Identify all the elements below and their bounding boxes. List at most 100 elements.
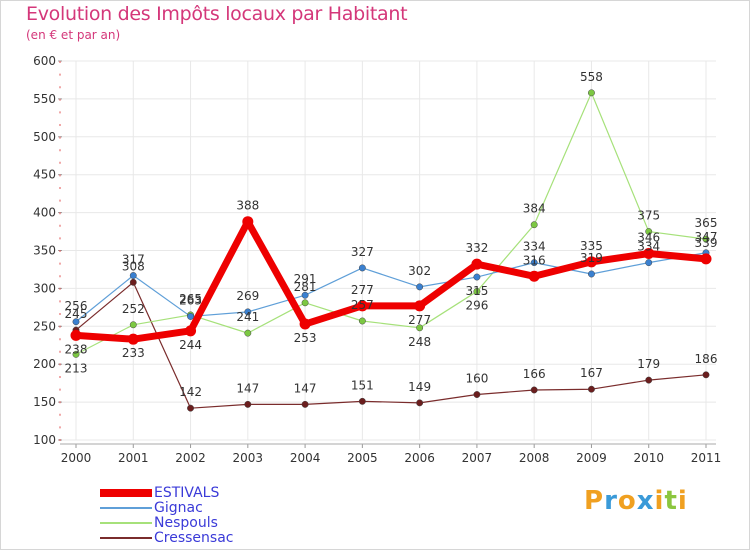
series-line-estivals <box>72 218 710 343</box>
data-point-cressensac <box>473 391 481 398</box>
logo-letter-r: r <box>604 486 618 516</box>
legend-label-nespouls: Nespouls <box>154 515 218 531</box>
data-label-estivals: 244 <box>179 338 202 352</box>
data-point-gignac <box>244 308 252 316</box>
data-point-nespouls <box>588 89 595 97</box>
data-point-cressensac <box>645 376 653 384</box>
y-tick-label: 450 <box>33 168 56 182</box>
data-label-gignac: 317 <box>122 253 145 267</box>
data-label-nespouls: 384 <box>523 202 546 216</box>
legend-item-estivals: ESTIVALS <box>100 485 400 501</box>
y-tick-label: 550 <box>33 92 56 106</box>
data-label-nespouls: 241 <box>236 310 259 324</box>
data-label-gignac: 334 <box>523 240 546 254</box>
x-tick-label: 2000 <box>61 451 92 465</box>
data-label-estivals: 388 <box>236 199 259 213</box>
data-point-estivals <box>70 329 82 341</box>
data-label-nespouls: 252 <box>122 302 145 316</box>
data-label-gignac: 315 <box>465 284 488 298</box>
data-point-gignac <box>358 264 366 272</box>
data-label-nespouls: 265 <box>179 292 202 306</box>
data-label-gignac: 319 <box>580 251 603 265</box>
x-tick-label: 2009 <box>576 451 607 465</box>
data-label-nespouls: 281 <box>294 280 317 294</box>
legend-item-nespouls: Nespouls <box>100 515 400 531</box>
legend-item-gignac: Gignac <box>100 500 400 516</box>
data-point-gignac <box>187 312 194 320</box>
chart-title: Evolution des Impôts locaux par Habitant <box>26 3 408 25</box>
data-label-cressensac: 179 <box>637 357 660 371</box>
data-point-estivals <box>700 253 712 265</box>
data-label-gignac: 347 <box>695 230 718 244</box>
data-label-nespouls: 558 <box>580 70 603 84</box>
data-point-nespouls <box>530 221 538 229</box>
data-point-estivals <box>356 300 368 312</box>
data-label-nespouls: 365 <box>695 216 718 230</box>
data-point-nespouls <box>645 228 653 236</box>
data-label-estivals: 346 <box>637 231 660 245</box>
x-tick-label: 2010 <box>633 451 664 465</box>
x-tick-label: 2002 <box>175 451 206 465</box>
x-tick-label: 2004 <box>290 451 321 465</box>
x-tick-label: 2008 <box>519 451 550 465</box>
data-label-cressensac: 167 <box>580 366 603 380</box>
x-tick-label: 2003 <box>233 451 264 465</box>
legend-label-gignac: Gignac <box>154 500 203 516</box>
data-label-cressensac: 186 <box>695 352 718 366</box>
data-point-nespouls <box>473 287 481 295</box>
data-point-gignac <box>588 270 595 278</box>
data-label-estivals: 277 <box>351 283 374 297</box>
series-line-gignac <box>75 252 707 323</box>
data-label-gignac: 256 <box>65 299 88 313</box>
data-label-cressensac: 147 <box>236 381 259 395</box>
data-point-gignac <box>530 259 538 267</box>
data-label-cressensac: 147 <box>294 381 317 395</box>
data-label-gignac: 263 <box>179 293 202 307</box>
data-label-nespouls: 296 <box>465 298 488 312</box>
data-point-cressensac <box>301 400 309 408</box>
data-point-nespouls <box>244 329 252 337</box>
data-point-gignac <box>473 273 481 281</box>
data-point-estivals <box>528 270 540 282</box>
data-label-estivals: 277 <box>408 313 431 327</box>
data-point-nespouls <box>129 321 137 329</box>
data-point-gignac <box>72 318 80 326</box>
y-tick-label: 400 <box>33 206 56 220</box>
data-label-nespouls: 257 <box>351 298 374 312</box>
data-label-estivals: 233 <box>122 346 145 360</box>
data-label-cressensac: 166 <box>523 367 546 381</box>
data-label-cressensac: 308 <box>122 259 145 273</box>
data-point-estivals <box>414 300 426 312</box>
data-label-estivals: 335 <box>580 239 603 253</box>
data-point-nespouls <box>702 235 710 243</box>
x-tick-label: 2005 <box>347 451 378 465</box>
data-point-estivals <box>585 256 597 268</box>
data-label-gignac: 334 <box>637 240 660 254</box>
data-label-cressensac: 151 <box>351 378 374 392</box>
data-point-cressensac <box>588 385 595 393</box>
data-point-estivals <box>471 258 483 270</box>
x-tick-label: 2011 <box>691 451 722 465</box>
legend-swatch-estivals <box>100 489 152 497</box>
data-point-cressensac <box>702 371 710 379</box>
data-label-gignac: 327 <box>351 245 374 259</box>
logo-letter-t: t <box>664 486 678 516</box>
data-label-estivals: 339 <box>695 236 718 250</box>
data-point-cressensac <box>187 404 194 412</box>
data-label-cressensac: 160 <box>465 372 488 386</box>
data-point-cressensac <box>244 400 252 408</box>
x-tick-label: 2001 <box>118 451 149 465</box>
y-tick-label: 500 <box>33 130 56 144</box>
y-tick-label: 100 <box>33 433 56 447</box>
logo-letter-x: x <box>636 486 655 516</box>
data-point-estivals <box>299 318 311 330</box>
data-label-gignac: 269 <box>236 289 259 303</box>
data-label-cressensac: 142 <box>179 385 202 399</box>
data-point-nespouls <box>416 324 424 332</box>
logo-letter-p: P <box>584 486 605 516</box>
data-label-nespouls: 213 <box>65 361 88 375</box>
legend-item-cressensac: Cressensac <box>100 530 400 546</box>
data-label-nespouls: 248 <box>408 335 431 349</box>
